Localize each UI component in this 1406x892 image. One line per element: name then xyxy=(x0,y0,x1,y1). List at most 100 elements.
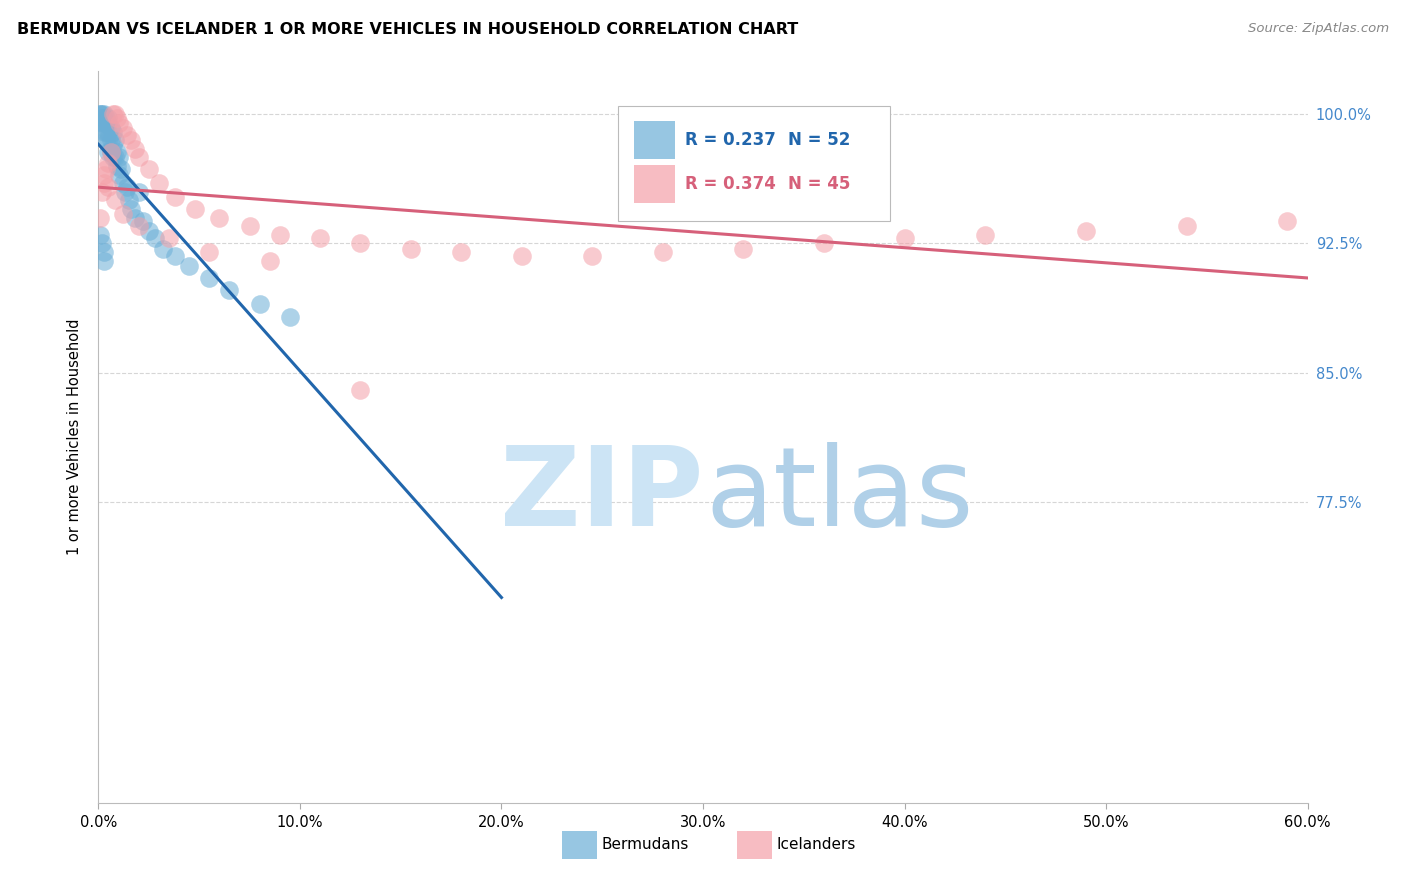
Point xyxy=(101,150,124,164)
Point xyxy=(124,142,146,156)
Point xyxy=(96,162,118,177)
Point xyxy=(1277,214,1299,228)
Text: ZIP: ZIP xyxy=(499,442,703,549)
Point xyxy=(114,185,136,199)
Text: Icelanders: Icelanders xyxy=(776,837,856,852)
Point xyxy=(96,116,118,130)
Point xyxy=(1074,224,1097,238)
Point xyxy=(105,159,128,173)
Point xyxy=(89,107,111,121)
Text: Source: ZipAtlas.com: Source: ZipAtlas.com xyxy=(1249,22,1389,36)
Text: Bermudans: Bermudans xyxy=(602,837,689,852)
Point xyxy=(96,133,118,147)
Point xyxy=(96,125,118,139)
Point xyxy=(93,253,115,268)
Point xyxy=(97,145,120,160)
Point xyxy=(128,185,150,199)
Point xyxy=(97,155,120,169)
Point xyxy=(132,214,155,228)
Point xyxy=(91,116,114,130)
Point xyxy=(107,116,129,130)
Point xyxy=(105,145,128,160)
Text: R = 0.237: R = 0.237 xyxy=(685,131,776,149)
Point xyxy=(91,107,114,121)
Point xyxy=(110,162,132,177)
Point xyxy=(100,145,122,160)
Point xyxy=(107,168,129,182)
Point xyxy=(101,138,124,153)
Point xyxy=(101,107,124,121)
Point xyxy=(93,176,115,190)
Point xyxy=(399,242,422,256)
Point xyxy=(100,145,122,160)
Point xyxy=(103,150,125,164)
Point xyxy=(163,248,186,262)
Point xyxy=(91,236,114,251)
Text: R = 0.374: R = 0.374 xyxy=(685,175,776,193)
Point xyxy=(96,111,118,125)
Point xyxy=(89,227,111,242)
Point xyxy=(249,296,271,310)
Point xyxy=(89,211,111,225)
Point xyxy=(163,190,186,204)
Point xyxy=(128,150,150,164)
Point xyxy=(97,125,120,139)
Point xyxy=(218,283,240,297)
Point xyxy=(97,116,120,130)
Point xyxy=(93,111,115,125)
Point xyxy=(259,253,281,268)
Point xyxy=(97,111,120,125)
Point xyxy=(269,227,291,242)
Text: N = 45: N = 45 xyxy=(787,175,851,193)
Point xyxy=(97,133,120,147)
Point xyxy=(198,245,221,260)
Point xyxy=(143,231,166,245)
Point xyxy=(581,248,603,262)
Point xyxy=(179,259,201,273)
Point xyxy=(93,168,115,182)
Point xyxy=(103,133,125,147)
Point xyxy=(91,185,114,199)
Point xyxy=(100,121,122,136)
Point xyxy=(115,179,138,194)
FancyBboxPatch shape xyxy=(737,830,772,859)
Point xyxy=(115,128,138,142)
Point xyxy=(278,310,301,325)
FancyBboxPatch shape xyxy=(619,106,890,221)
Point xyxy=(349,383,371,397)
FancyBboxPatch shape xyxy=(561,830,596,859)
Point xyxy=(309,231,332,245)
Point xyxy=(111,176,134,190)
Point xyxy=(100,133,122,147)
Point xyxy=(101,125,124,139)
Point xyxy=(111,207,134,221)
Point xyxy=(239,219,262,234)
Point xyxy=(208,211,231,225)
Point xyxy=(93,107,115,121)
Point xyxy=(93,116,115,130)
Text: BERMUDAN VS ICELANDER 1 OR MORE VEHICLES IN HOUSEHOLD CORRELATION CHART: BERMUDAN VS ICELANDER 1 OR MORE VEHICLES… xyxy=(17,22,799,37)
Text: atlas: atlas xyxy=(706,442,974,549)
Point xyxy=(733,242,755,256)
Point xyxy=(103,107,125,121)
Point xyxy=(148,176,170,190)
Point xyxy=(111,121,134,136)
Point xyxy=(120,133,142,147)
Point xyxy=(124,211,146,225)
Point xyxy=(105,111,128,125)
Point xyxy=(450,245,472,260)
Point xyxy=(118,194,141,208)
Point xyxy=(651,245,673,260)
Point xyxy=(510,248,533,262)
Point xyxy=(93,125,115,139)
Point xyxy=(103,194,125,208)
Point xyxy=(349,236,371,251)
Point xyxy=(93,245,115,260)
Point xyxy=(152,242,174,256)
Point xyxy=(157,231,180,245)
Point xyxy=(813,236,835,251)
Point xyxy=(138,224,160,238)
Point xyxy=(974,227,997,242)
Point xyxy=(107,150,129,164)
Point xyxy=(198,271,221,285)
